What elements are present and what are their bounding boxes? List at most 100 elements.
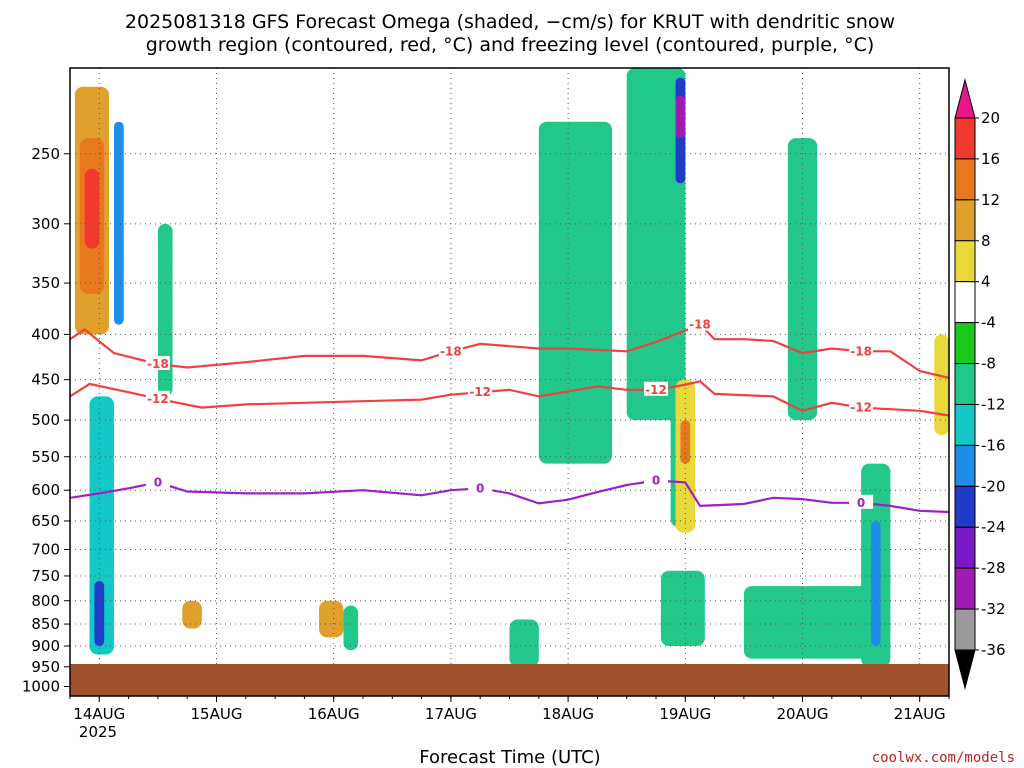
colorbar-label: 8 xyxy=(981,232,991,250)
y-tick-label: 950 xyxy=(31,658,60,676)
colorbar-swatch xyxy=(954,322,976,365)
contour-line xyxy=(70,323,949,379)
colorbar-swatch xyxy=(954,281,976,324)
omega-shade-cell xyxy=(538,121,613,464)
y-tick-label: 400 xyxy=(31,325,60,343)
colorbar-swatch xyxy=(954,608,976,651)
colorbar-swatch xyxy=(954,444,976,487)
colorbar-top-arrow xyxy=(954,78,976,119)
contour-label-bg xyxy=(849,494,874,509)
ground-surface xyxy=(70,664,949,696)
colorbar-swatch xyxy=(954,117,976,160)
contour-line xyxy=(70,479,949,514)
contour-label-bg xyxy=(644,472,668,487)
colorbar-swatch xyxy=(954,403,976,446)
contour-label: -18 xyxy=(850,344,872,358)
omega-shade-cell xyxy=(787,138,818,421)
omega-shade-cell xyxy=(509,619,539,667)
colorbar-label: -32 xyxy=(981,600,1006,618)
colorbar-swatch xyxy=(954,363,976,405)
contour-label-bg xyxy=(849,343,874,358)
omega-shading xyxy=(70,68,949,667)
x-axis-ticks: 14AUG 15AUG 16AUG 17AUG 18AUG 19AUG 20AUG 21AUG xyxy=(69,696,950,723)
colorbar-bottom-arrow xyxy=(954,649,976,690)
colorbar-swatch xyxy=(954,526,976,569)
y-tick-label: 500 xyxy=(31,411,60,429)
omega-shade-cell xyxy=(934,334,949,436)
omega-shade-cell xyxy=(157,223,173,397)
contour-label: 0 xyxy=(154,475,162,489)
colorbar-swatch xyxy=(954,240,976,283)
y-axis-ticks: 250 300 350 400 450 500 550 600 650 700 750 800 850 9… xyxy=(22,145,70,696)
omega-shade-cell xyxy=(494,168,510,516)
omega-shade-cell xyxy=(113,121,124,325)
x-axis-year-label: 2025 xyxy=(79,723,117,741)
omega-shade-cell xyxy=(509,68,539,284)
colorbar-label: 20 xyxy=(981,109,1000,127)
colorbar-swatch xyxy=(954,158,976,201)
contour-label: -18 xyxy=(689,318,711,332)
y-tick-label: 450 xyxy=(31,371,60,389)
colorbar-label: -8 xyxy=(981,355,996,373)
y-tick-label: 600 xyxy=(31,481,60,499)
contour-label: -18 xyxy=(440,344,462,358)
colorbar-label: 16 xyxy=(981,150,1000,168)
x-axis-title: Forecast Time (UTC) xyxy=(419,747,600,768)
contour-label-bg xyxy=(145,390,170,405)
y-tick-label: 1000 xyxy=(22,678,60,696)
contour-label: -12 xyxy=(645,383,667,397)
chart-title-line-2: growth region (contoured, red, °C) and f… xyxy=(146,34,875,56)
colorbar-label: -36 xyxy=(981,641,1006,659)
omega-shade-cell xyxy=(245,104,261,315)
contour-label: -18 xyxy=(147,357,169,371)
colorbar-swatch xyxy=(954,199,976,242)
colorbar-label: -24 xyxy=(981,518,1006,536)
y-tick-label: 550 xyxy=(31,448,60,466)
contour-label-bg xyxy=(145,474,170,489)
x-tick-label: 15AUG xyxy=(191,705,243,723)
contour-label-bg xyxy=(468,384,493,399)
omega-shade-cell xyxy=(343,605,359,651)
x-tick-label: 18AUG xyxy=(542,705,594,723)
colorbar-label: -28 xyxy=(981,559,1006,577)
y-tick-label: 700 xyxy=(31,540,60,558)
contour-label-bg xyxy=(468,480,493,495)
y-tick-label: 250 xyxy=(31,145,60,163)
y-tick-label: 750 xyxy=(31,567,60,585)
colorbar-label: -16 xyxy=(981,436,1006,454)
x-tick-label: 14AUG xyxy=(73,705,125,723)
credit-text: coolwx.com/models xyxy=(872,750,1015,766)
x-tick-label: 17AUG xyxy=(425,705,477,723)
contour-label: 0 xyxy=(652,473,660,487)
colorbar-label: 12 xyxy=(981,191,1000,209)
contour-label: 0 xyxy=(476,481,484,495)
colorbar-label: -12 xyxy=(981,395,1006,413)
y-tick-label: 900 xyxy=(31,637,60,655)
y-tick-label: 850 xyxy=(31,615,60,633)
colorbar-swatch xyxy=(954,567,976,610)
colorbar-label: -4 xyxy=(981,314,996,332)
plot-area: -18 -18 -18 -18 -12 -12 -12 -12 0 0 0 0 xyxy=(70,68,949,696)
contour-lines: -18 -18 -18 -18 -12 -12 -12 -12 0 0 0 0 xyxy=(70,316,949,514)
x-tick-label: 21AUG xyxy=(894,705,946,723)
contour-label: -12 xyxy=(469,385,491,399)
x-tick-label: 16AUG xyxy=(308,705,360,723)
colorbar: 20 16 12 8 4 -4 -8 -12 -16 -20 -24 -28 -32 -36 xyxy=(954,78,1006,690)
omega-shade-cell xyxy=(905,68,935,315)
contour-label-bg xyxy=(438,343,463,358)
omega-shade-cell xyxy=(319,600,344,638)
omega-shade-cell xyxy=(675,95,686,139)
contour-label: -12 xyxy=(850,401,872,415)
y-tick-label: 350 xyxy=(31,274,60,292)
omega-shade-cell xyxy=(421,138,437,261)
omega-shade-cell xyxy=(743,586,881,659)
y-tick-label: 800 xyxy=(31,592,60,610)
y-tick-label: 300 xyxy=(31,215,60,233)
contour-label: -12 xyxy=(147,392,169,406)
chart-title-line-1: 2025081318 GFS Forecast Omega (shaded, −… xyxy=(125,11,895,33)
omega-shade-cell xyxy=(870,520,881,647)
y-tick-label: 650 xyxy=(31,512,60,530)
colorbar-label: -20 xyxy=(981,477,1006,495)
x-tick-label: 20AUG xyxy=(777,705,829,723)
